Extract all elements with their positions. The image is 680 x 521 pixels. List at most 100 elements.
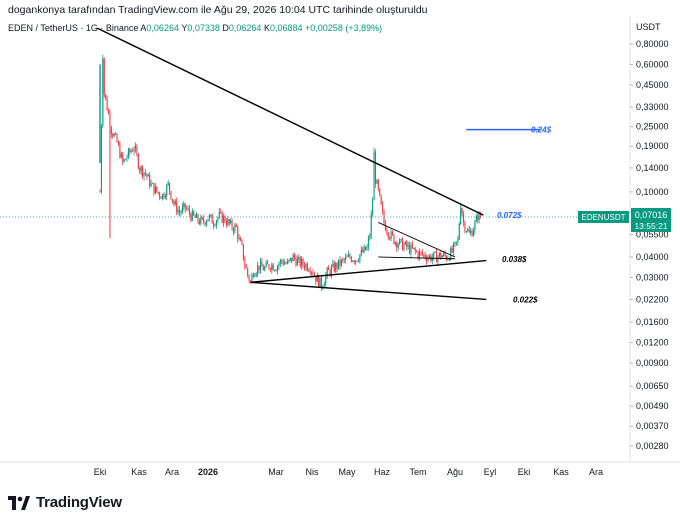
candle-body [217,217,219,221]
candle-body [125,159,127,160]
annotation-support: 0.038$ [502,255,527,264]
candle-body [262,266,264,271]
time-tick-label: Ara [589,467,603,477]
candle-body [464,222,466,232]
candle-body [313,274,315,276]
candle-body [435,251,438,263]
time-tick-label: Eki [94,467,107,477]
candle-body [319,277,321,287]
brand-name: TradingView [36,494,122,511]
candle-body [470,230,472,233]
price-tick-label: 0,02200 [636,294,669,304]
price-tick-label: 0,03000 [636,272,669,282]
candle-body [450,248,452,260]
candle-body [387,232,389,238]
candle-body [480,212,482,218]
time-tick-label: Eyl [484,467,497,477]
candle-body [401,238,404,250]
candle-body [356,260,358,262]
candle-body [363,246,365,253]
candle-body [257,265,259,274]
candle-body [372,200,374,215]
candle-body [369,235,371,239]
candle-body [434,251,436,253]
candle-body [350,257,352,262]
candle-body [414,248,416,251]
candle-body [472,230,475,237]
time-tick-label: Mar [268,467,284,477]
candle-body [213,223,215,226]
candle-body [292,254,294,262]
candle-body [222,215,225,223]
candle-body [349,254,351,258]
candle-body [468,229,470,233]
candle-body [393,234,395,244]
candle-body [467,229,469,232]
candle-body [407,244,409,247]
annotation-target: 0.24$ [531,126,552,135]
candle-body [161,194,164,199]
candle-body [100,125,102,192]
candle-body [103,58,105,95]
candle-body [380,195,382,205]
candle-body [453,243,455,253]
candle-body [228,219,230,224]
candle-body [374,151,377,184]
candle-body [153,183,155,194]
candle-body [267,262,269,265]
candle-body [210,214,212,216]
candle-body [268,264,270,269]
candle-body [379,188,381,196]
candle-body [163,194,165,198]
candle-body [169,182,171,192]
candle-body [151,183,154,184]
candle-body [173,201,175,205]
price-tick-label: 0,14000 [636,163,669,173]
candle-body [282,261,284,265]
annotation-resistance: 0.072$ [497,211,522,220]
candle-body [410,244,412,254]
candle-body [471,230,473,237]
candle-body [211,214,213,224]
candle-body [454,241,456,244]
candle-body [143,172,145,177]
candle-body [416,250,418,252]
candle-body [126,157,128,160]
candle-body [265,262,267,268]
candle-body [421,252,423,255]
time-tick-label: Haz [374,467,391,477]
candle-body [306,263,308,271]
candle-body [329,269,331,276]
candle-body [423,254,425,256]
candle-body [291,257,293,262]
candle-body [274,270,276,271]
candle-body [271,264,273,270]
candle-body [196,214,198,218]
candle-body [188,208,191,214]
candle-body [411,244,413,249]
candle-body [376,180,378,184]
candle-body [335,263,337,272]
time-tick-label: 2026 [198,467,218,477]
price-tick-label: 0,10000 [636,187,669,197]
candle-body [255,273,257,276]
candle-body [220,211,222,213]
candle-body [440,252,442,258]
candle-body [205,221,208,225]
candle-body [400,238,402,240]
candle-body [110,127,112,135]
price-tick-label: 0,45000 [636,80,669,90]
candle-body [431,257,433,261]
candle-body [120,153,122,158]
candle-body [382,204,384,212]
candle-body [323,283,325,287]
candle-body [461,208,463,215]
candle-body [183,203,185,207]
candle-body [231,220,233,229]
candle-body [399,239,401,245]
symbol-ohlc-line: EDEN / TetherUS · 1G · Binance A0,06264 … [8,23,382,33]
price-tick-label: 0,00280 [636,441,669,451]
candle-body [462,214,465,223]
candle-body [451,248,453,253]
